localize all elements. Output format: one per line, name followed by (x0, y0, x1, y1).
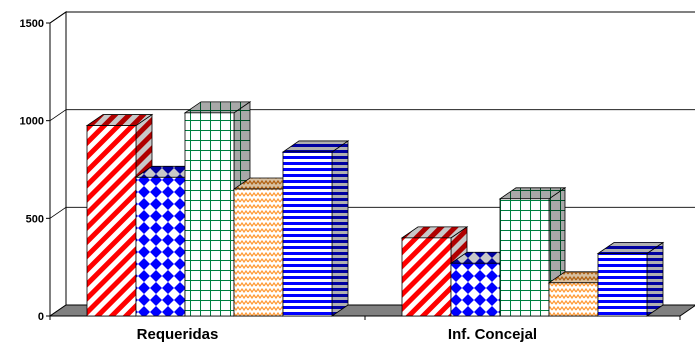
bar-0-4 (281, 140, 350, 317)
bar-side (331, 140, 349, 317)
x-tick-label: Requeridas (137, 326, 219, 343)
y-tick-label: 1500 (20, 18, 44, 30)
bar-front (548, 282, 599, 317)
y-tick-label: 0 (38, 311, 44, 323)
axis-labels: 0 500 1000 1500 Requeridas Inf. Concejal (20, 18, 538, 343)
bar-1-4 (596, 241, 665, 317)
bar-front (282, 151, 333, 317)
bar-front (184, 112, 235, 317)
gridline-side (49, 109, 67, 121)
bar-front (597, 253, 648, 317)
bar-front (450, 262, 501, 317)
gridline-side (49, 207, 67, 219)
y-tick-label: 500 (26, 213, 44, 225)
bar-front (499, 198, 550, 317)
bar-front (233, 188, 284, 317)
bar-front (135, 176, 186, 317)
bar-front (401, 237, 452, 317)
bar-side (646, 241, 664, 317)
bars (85, 101, 665, 317)
x-tick-label: Inf. Concejal (448, 326, 537, 343)
bar-front (86, 125, 137, 317)
side-wall (49, 11, 67, 317)
y-tick-label: 1000 (20, 116, 44, 128)
gridline-side (49, 11, 67, 24)
